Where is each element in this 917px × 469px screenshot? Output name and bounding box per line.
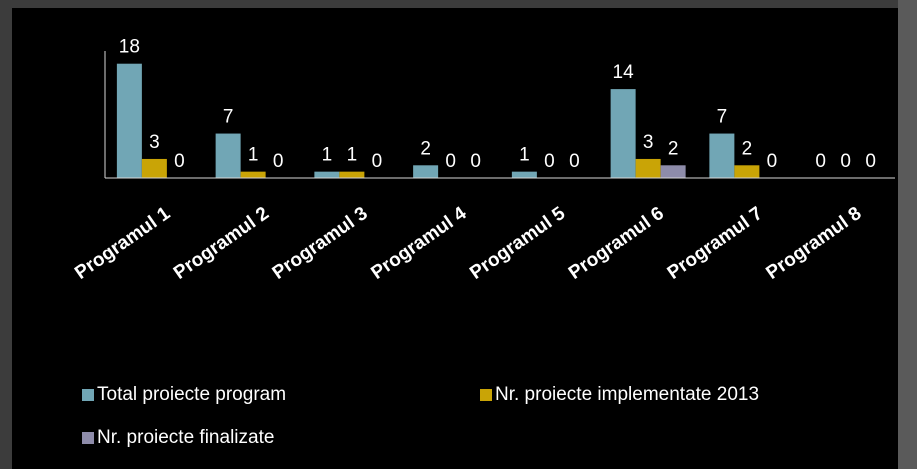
bar (709, 133, 735, 178)
data-label: 1 (347, 145, 358, 166)
legend-swatch (480, 389, 492, 401)
data-label: 2 (668, 138, 679, 159)
data-label: 0 (445, 151, 456, 172)
data-label: 0 (544, 151, 555, 172)
data-label: 0 (767, 151, 778, 172)
data-label: 7 (223, 107, 234, 128)
bar (339, 171, 365, 178)
legend-swatch (82, 389, 94, 401)
data-label: 0 (372, 151, 383, 172)
data-label: 0 (273, 151, 284, 172)
data-label: 0 (569, 151, 580, 172)
bar (610, 89, 636, 178)
bar (240, 171, 266, 178)
data-label: 1 (322, 145, 333, 166)
legend-label: Total proiecte program (97, 384, 286, 405)
data-label: 1 (248, 145, 259, 166)
data-label: 2 (420, 138, 431, 159)
bar (215, 133, 241, 178)
legend-label: Nr. proiecte implementate 2013 (495, 384, 759, 405)
data-label: 0 (174, 151, 185, 172)
legend-swatch (82, 432, 94, 444)
data-label: 0 (865, 151, 876, 172)
bar (734, 165, 760, 178)
legend-label: Nr. proiecte finalizate (97, 427, 274, 448)
data-label: 0 (815, 151, 826, 172)
chart-area (12, 8, 898, 469)
data-label: 0 (470, 151, 481, 172)
bar (413, 165, 439, 178)
data-label: 3 (149, 132, 160, 153)
data-label: 2 (742, 138, 753, 159)
data-label: 7 (717, 107, 728, 128)
bar (141, 158, 167, 178)
data-label: 14 (613, 62, 635, 83)
data-label: 3 (643, 132, 654, 153)
data-label: 18 (119, 37, 140, 58)
data-label: 0 (840, 151, 851, 172)
bar (511, 171, 537, 178)
bar (314, 171, 340, 178)
bar (660, 165, 686, 178)
side-strip (898, 0, 917, 469)
bar (116, 63, 142, 179)
bar (635, 158, 661, 178)
data-label: 1 (519, 145, 530, 166)
